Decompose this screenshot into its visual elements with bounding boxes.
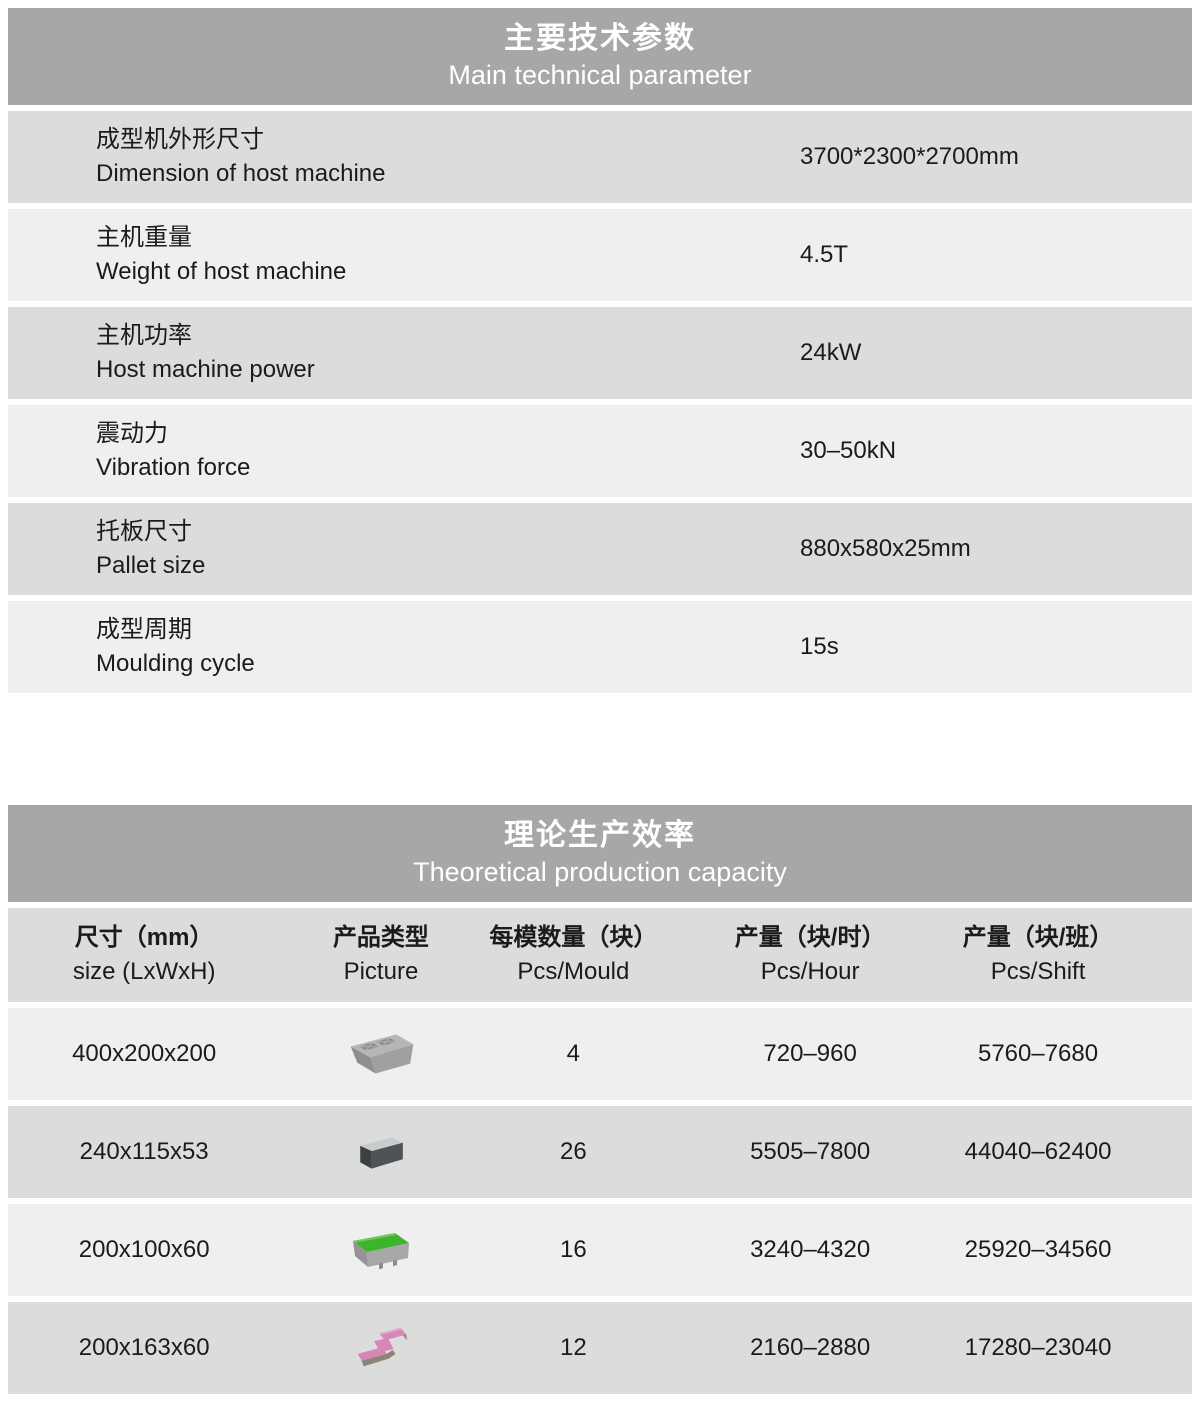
capacity-row-pink-paver: 200x163x60 12 2160–2880 17280–23040 [8, 1302, 1192, 1394]
size-cell: 200x163x60 [78, 1334, 210, 1361]
column-header-zh: 尺寸（mm） [74, 924, 214, 951]
column-header-en: Picture [343, 958, 419, 985]
capacity-row-solid-brick: 240x115x53 26 5505–7800 44040–62400 [8, 1106, 1192, 1198]
spec-label-en: Host machine power [96, 356, 315, 383]
spec-label-en: Vibration force [96, 454, 251, 481]
spec-label: 主机功率 Host machine power [8, 319, 800, 387]
spec-label-zh: 震动力 [96, 420, 168, 447]
spec-value: 30–50kN [800, 437, 897, 464]
spec-label-en: Dimension of host machine [96, 160, 386, 187]
pcs-shift-cell: 17280–23040 [964, 1334, 1112, 1361]
pink-interlock-paver-icon [357, 1327, 408, 1367]
column-header-en: Pcs/Mould [517, 958, 630, 985]
table2-title-zh: 理论生产效率 [504, 819, 696, 853]
spec-value: 24kW [800, 339, 862, 366]
size-cell: 400x200x200 [72, 1040, 217, 1067]
column-header-zh: 产品类型 [332, 924, 429, 951]
column-header-row: 尺寸（mm） size (LxWxH) 产品类型 Picture 每模数量（块）… [8, 908, 1192, 1002]
size-cell: 200x100x60 [78, 1236, 210, 1263]
solid-brick-icon [360, 1137, 403, 1169]
main-technical-parameter-table: 主要技术参数 Main technical parameter 成型机外形尺寸 … [8, 8, 1192, 693]
column-header-zh: 产量（块/班） [962, 924, 1114, 951]
column-header-size: 尺寸（mm） size (LxWxH) [8, 921, 280, 989]
green-paver-icon [352, 1233, 409, 1270]
column-header-pcs-hour: 产量（块/时） Pcs/Hour [665, 921, 955, 989]
column-header-pcs-mould: 每模数量（块） Pcs/Mould [482, 921, 666, 989]
spec-label-en: Moulding cycle [96, 650, 255, 677]
table2-title-en: Theoretical production capacity [413, 856, 787, 887]
spec-label-zh: 成型机外形尺寸 [96, 126, 264, 153]
spec-label: 成型机外形尺寸 Dimension of host machine [8, 123, 800, 191]
spec-label: 震动力 Vibration force [8, 417, 800, 485]
spec-label-en: Pallet size [96, 552, 206, 579]
spec-row-power: 主机功率 Host machine power 24kW [8, 307, 1192, 399]
pcs-hour-cell: 2160–2880 [750, 1334, 871, 1361]
picture-cell [280, 1129, 481, 1175]
spec-label: 主机重量 Weight of host machine [8, 221, 800, 289]
spec-value: 15s [800, 633, 839, 660]
spec-row-pallet: 托板尺寸 Pallet size 880x580x25mm [8, 503, 1192, 595]
pcs-hour-cell: 5505–7800 [750, 1138, 871, 1165]
pcs-mould-cell: 12 [559, 1334, 587, 1361]
column-header-zh: 产量（块/时） [734, 924, 886, 951]
spec-row-vibration: 震动力 Vibration force 30–50kN [8, 405, 1192, 497]
spec-value: 3700*2300*2700mm [800, 143, 1019, 170]
spec-value: 880x580x25mm [800, 535, 971, 562]
spec-row-weight: 主机重量 Weight of host machine 4.5T [8, 209, 1192, 301]
capacity-row-green-paver: 200x100x60 16 3240–4320 25920–34560 [8, 1204, 1192, 1296]
capacity-row-hollow-block: 400x200x200 4 720–960 5760–7680 [8, 1008, 1192, 1100]
picture-cell [280, 1027, 481, 1081]
table1-header-band: 主要技术参数 Main technical parameter [8, 8, 1192, 105]
table1-title-zh: 主要技术参数 [504, 22, 696, 56]
spec-value: 4.5T [800, 241, 849, 268]
spec-row-cycle: 成型周期 Moulding cycle 15s [8, 601, 1192, 693]
pcs-mould-cell: 26 [559, 1138, 587, 1165]
pcs-mould-cell: 4 [566, 1040, 581, 1067]
spec-label-zh: 主机重量 [96, 224, 192, 251]
column-header-en: Pcs/Hour [760, 958, 860, 985]
table2-header-band: 理论生产效率 Theoretical production capacity [8, 805, 1192, 902]
theoretical-production-capacity-table: 理论生产效率 Theoretical production capacity 尺… [8, 805, 1192, 1394]
spec-label-zh: 成型周期 [96, 616, 192, 643]
spec-label: 托板尺寸 Pallet size [8, 515, 800, 583]
column-header-pcs-shift: 产量（块/班） Pcs/Shift [955, 921, 1121, 989]
pcs-hour-cell: 720–960 [763, 1040, 857, 1067]
column-header-picture: 产品类型 Picture [280, 921, 481, 989]
pcs-shift-cell: 25920–34560 [964, 1236, 1112, 1263]
column-header-en: size (LxWxH) [72, 958, 216, 985]
picture-cell [280, 1321, 481, 1375]
hollow-block-icon [350, 1034, 414, 1074]
spec-label-en: Weight of host machine [96, 258, 347, 285]
pcs-mould-cell: 16 [559, 1236, 587, 1263]
picture-cell [280, 1227, 481, 1273]
pcs-shift-cell: 5760–7680 [977, 1040, 1099, 1067]
table1-title-en: Main technical parameter [448, 59, 752, 90]
column-header-zh: 每模数量（块） [489, 924, 658, 951]
pcs-shift-cell: 44040–62400 [964, 1138, 1112, 1165]
spec-row-dimension: 成型机外形尺寸 Dimension of host machine 3700*2… [8, 111, 1192, 203]
pcs-hour-cell: 3240–4320 [750, 1236, 871, 1263]
spec-label-zh: 主机功率 [96, 322, 192, 349]
size-cell: 240x115x53 [79, 1138, 209, 1165]
column-header-en: Pcs/Shift [990, 958, 1086, 985]
spec-label-zh: 托板尺寸 [96, 518, 192, 545]
spec-label: 成型周期 Moulding cycle [8, 613, 800, 681]
